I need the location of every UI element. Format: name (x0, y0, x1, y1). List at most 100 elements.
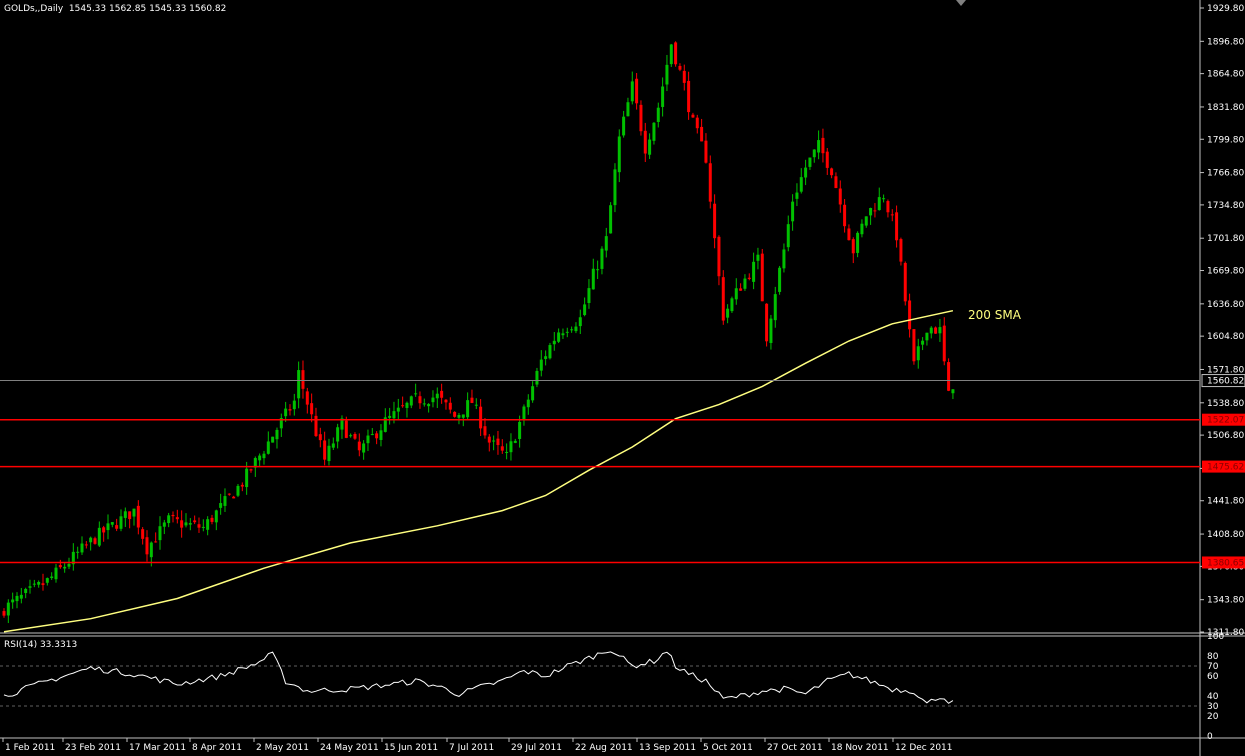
time-tick-label: 29 Jul 2011 (511, 743, 562, 753)
candle-body (583, 304, 587, 316)
candle-body (366, 435, 370, 444)
candle-body (93, 538, 97, 544)
candle-body (843, 204, 847, 227)
candle-body (483, 426, 487, 436)
time-tick-label: 13 Sep 2011 (639, 743, 696, 753)
candle-body (422, 403, 426, 405)
candle-body (626, 102, 630, 117)
symbol-label: GOLDs,,Daily (4, 4, 64, 14)
time-tick-label: 24 May 2011 (320, 743, 379, 753)
candle-body (58, 565, 62, 568)
candle-body (531, 386, 535, 401)
candle-body (877, 197, 881, 211)
candle-body (856, 232, 860, 253)
rsi-tick-label: 60 (1207, 672, 1219, 682)
rsi-line (3, 651, 954, 704)
candle-body (32, 583, 36, 585)
candle-body (54, 567, 58, 580)
candle-body (873, 210, 877, 212)
candle-body (102, 527, 106, 533)
candle-body (765, 303, 769, 342)
candle-body (539, 359, 543, 371)
candle-body (617, 136, 621, 173)
candle-body (145, 537, 149, 555)
candle-body (357, 441, 361, 451)
candle-body (496, 438, 500, 446)
chart-title: GOLDs,,Daily 1545.33 1562.85 1545.33 156… (4, 4, 226, 14)
sma-200-line (3, 309, 954, 633)
candle-body (925, 332, 929, 341)
price-tick-label: 1701.80 (1207, 234, 1244, 244)
candle-body (362, 443, 366, 453)
time-tick-label: 27 Oct 2011 (767, 743, 823, 753)
candle-body (786, 224, 790, 248)
candle-body (427, 404, 431, 407)
candle-body (609, 205, 613, 234)
candle-body (804, 167, 808, 178)
time-tick-label: 5 Oct 2011 (703, 743, 753, 753)
candle-body (929, 327, 933, 334)
candle-body (769, 318, 773, 343)
candle-body (418, 396, 422, 404)
candle-body (318, 434, 322, 441)
candle-body (253, 458, 257, 468)
candle-body (314, 415, 318, 437)
time-tick-label: 18 Nov 2011 (831, 743, 889, 753)
rsi-tick-label: 40 (1207, 692, 1219, 702)
candle-body (700, 126, 704, 142)
candle-body (882, 198, 886, 200)
candle-body (76, 551, 80, 553)
candle-body (674, 42, 678, 65)
candle-body (106, 523, 110, 531)
candle-body (392, 411, 396, 419)
candle-body (678, 65, 682, 70)
candle-body (297, 370, 301, 399)
candle-body (175, 517, 179, 520)
price-tick-label: 1538.80 (1207, 399, 1244, 409)
price-tick-label: 1734.80 (1207, 201, 1244, 211)
scroll-marker-icon (956, 0, 966, 6)
time-tick-label: 15 Jun 2011 (384, 743, 438, 753)
candle-body (574, 326, 578, 332)
candle-body (327, 445, 331, 462)
candle-body (470, 397, 474, 403)
candle-body (288, 409, 292, 411)
current-price-label: 1560.82 (1207, 377, 1244, 387)
candle-body (730, 298, 734, 312)
candle-body (812, 149, 816, 158)
candle-body (383, 417, 387, 432)
candle-body (934, 327, 938, 334)
time-tick-label: 8 Apr 2011 (192, 743, 242, 753)
candle-body (461, 414, 465, 418)
candle-body (903, 262, 907, 302)
candle-body (947, 362, 951, 391)
candle-body (210, 517, 214, 522)
candle-body (50, 576, 54, 579)
candle-body (916, 346, 920, 361)
candle-body (24, 588, 28, 594)
time-tick-label: 7 Jul 2011 (449, 743, 494, 753)
candle-body (613, 169, 617, 206)
candle-body (773, 294, 777, 321)
time-tick-label: 12 Dec 2011 (895, 743, 953, 753)
candle-body (474, 404, 478, 406)
candle-body (37, 581, 41, 585)
candle-body (245, 468, 249, 488)
candle-body (2, 611, 6, 616)
candle-body (825, 151, 829, 168)
candle-body (45, 578, 49, 583)
candle-body (444, 399, 448, 403)
candle-body (778, 267, 782, 292)
time-tick-label: 2 May 2011 (256, 743, 309, 753)
candle-body (405, 402, 409, 408)
candle-body (721, 277, 725, 321)
candle-body (834, 176, 838, 189)
candle-body (466, 400, 470, 418)
candle-body (89, 537, 93, 543)
candle-body (440, 390, 444, 398)
candle-body (158, 526, 162, 541)
support-level-tag (1202, 556, 1245, 569)
candle-body (6, 602, 10, 616)
candle-body (258, 455, 262, 461)
